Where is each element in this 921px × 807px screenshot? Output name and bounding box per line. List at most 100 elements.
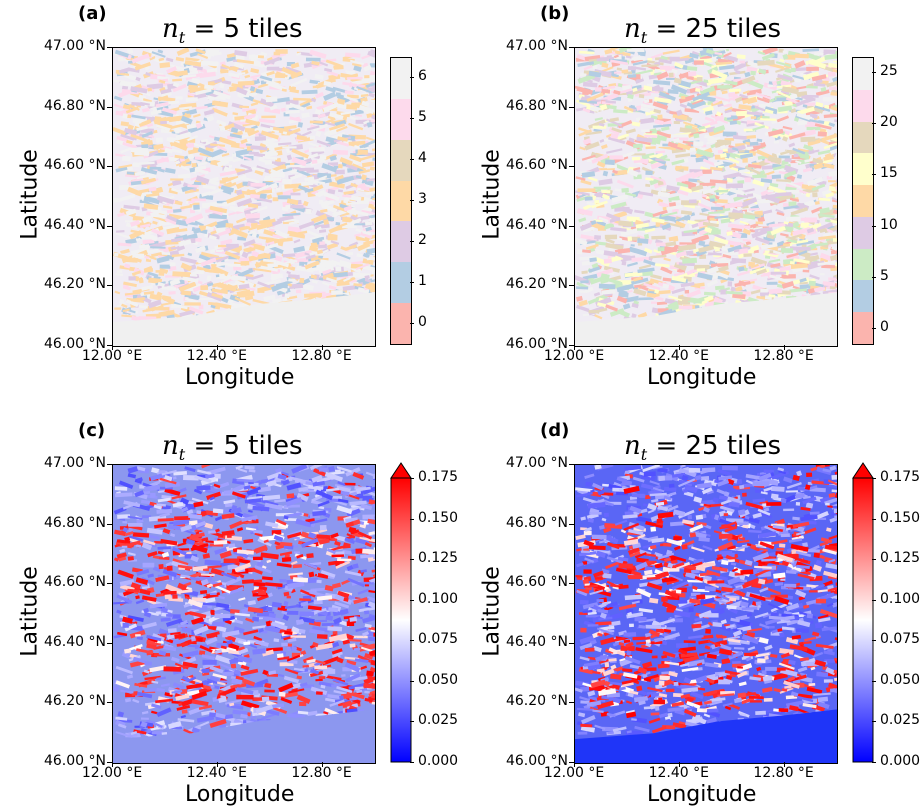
map-cell (228, 72, 240, 79)
map-cell (593, 219, 603, 223)
map-cell (605, 118, 623, 127)
map-cell (188, 306, 204, 315)
map-cell (812, 157, 824, 165)
map-cell (713, 160, 724, 167)
map-cell (114, 290, 121, 295)
map-cell (139, 305, 148, 309)
colorbar-tick-label: 5 (418, 109, 427, 126)
map-cell (369, 70, 375, 76)
map-cell (130, 133, 148, 143)
map-cell (156, 206, 162, 212)
map-cell (220, 238, 233, 246)
map-cell (650, 115, 658, 120)
map-cell (827, 71, 836, 77)
map-cell (361, 138, 375, 148)
map-cell (144, 661, 152, 666)
map-cell (138, 316, 157, 321)
map-cell (766, 221, 776, 226)
map-cell (616, 295, 628, 304)
colorbar-tick-label: 6 (418, 68, 427, 85)
map-cell (279, 578, 287, 583)
map-cell (247, 92, 258, 97)
map-cell (766, 234, 775, 240)
map-cell (704, 295, 714, 303)
map-cell (785, 216, 801, 222)
map-cell (323, 192, 340, 202)
map-cell (144, 688, 159, 693)
map-cell (250, 74, 261, 79)
map-cell (194, 220, 204, 227)
map-cell (211, 107, 228, 117)
map-cell (831, 246, 837, 251)
map-cell (588, 70, 602, 78)
map-cell (630, 244, 635, 247)
map-cell (316, 102, 334, 111)
map-cell (345, 633, 355, 641)
map-cell (607, 136, 626, 145)
map-cell (155, 307, 170, 311)
map-cell (588, 309, 599, 314)
map-cell (594, 117, 603, 121)
map-cell (785, 235, 798, 241)
map-cell (358, 154, 375, 162)
map-cell (306, 125, 320, 131)
map-cell (729, 120, 738, 125)
map-cell (710, 115, 728, 124)
map-cell (370, 629, 375, 636)
map-cell (170, 246, 177, 250)
map-cell (800, 222, 809, 228)
map-cell (369, 185, 375, 192)
y-tick-mark (107, 225, 112, 227)
map-cell (365, 190, 375, 196)
map-cell (142, 215, 153, 224)
map-cell (650, 52, 665, 60)
map-cell (160, 88, 172, 95)
map-cell (253, 635, 263, 642)
map-cell (693, 141, 704, 147)
map-cell (135, 237, 141, 242)
map-cell (630, 66, 647, 71)
map-cell (800, 153, 810, 160)
map-cell (633, 288, 647, 297)
map-cell (244, 482, 259, 486)
map-cell (151, 213, 166, 219)
map-cell (272, 234, 284, 239)
title-subscript: t (179, 28, 185, 47)
x-axis-label: Longitude (185, 365, 295, 390)
y-tick-label: 47.00 °N (43, 38, 106, 54)
map-cell (619, 88, 632, 94)
map-cell (266, 56, 273, 62)
map-cell (153, 143, 164, 150)
map-cell (652, 209, 668, 218)
map-cell (366, 630, 375, 637)
map-cell (234, 50, 248, 57)
map-cell (809, 119, 821, 124)
map-raster (113, 48, 375, 346)
map-cell (821, 264, 836, 269)
map-cell (808, 280, 816, 287)
map-cell (271, 530, 282, 535)
map-cell (755, 221, 763, 225)
map-cell (320, 259, 337, 267)
map-cell (168, 290, 176, 295)
map-cell (727, 281, 733, 287)
map-cell (289, 283, 304, 289)
map-cell (725, 290, 743, 295)
map-cell (173, 471, 187, 476)
map-cell (644, 227, 656, 233)
map-cell (656, 71, 669, 81)
map-cell (814, 123, 832, 130)
map-cell (722, 101, 729, 106)
map-cell (281, 642, 288, 647)
map-cell (829, 86, 837, 90)
map-cell (140, 167, 158, 175)
map-cell (199, 71, 216, 79)
y-tick-mark (107, 345, 112, 346)
map-cell (207, 187, 224, 196)
map-cell (656, 100, 668, 106)
map-cell (770, 271, 787, 275)
map-cell (263, 252, 271, 259)
map-cell (739, 60, 745, 64)
map-cell (701, 194, 708, 198)
map-cell (349, 616, 358, 622)
